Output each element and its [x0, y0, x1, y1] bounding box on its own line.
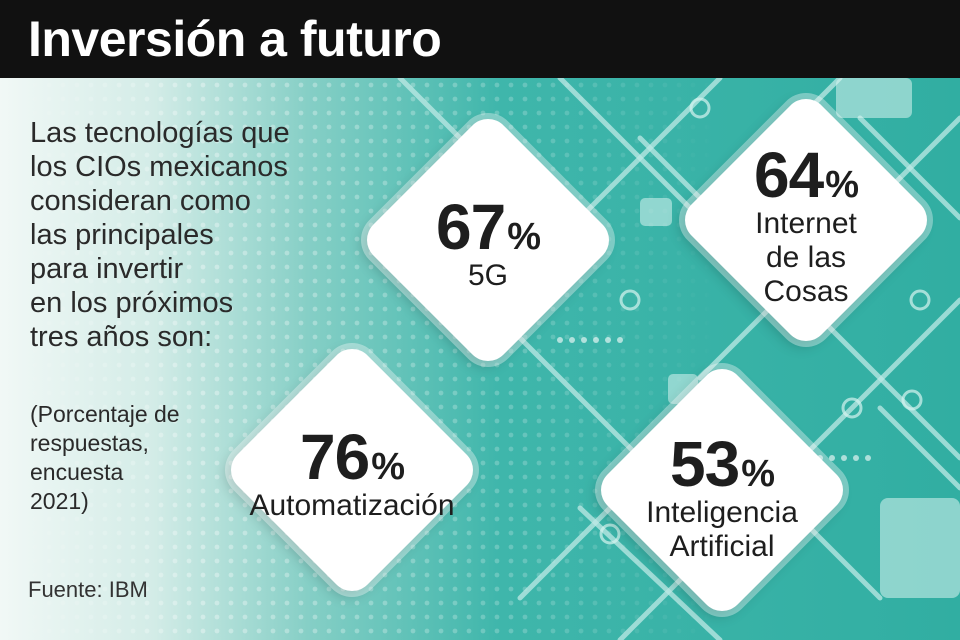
stat-value: 64 — [754, 139, 824, 211]
note-line: respuestas, — [30, 430, 149, 456]
stat-value: 53 — [670, 428, 740, 500]
stat-label-line: 5G — [467, 259, 509, 292]
source-credit: Fuente: IBM — [28, 577, 148, 602]
intro-line: consideran como — [30, 185, 251, 217]
intro-line: los CIOs mexicanos — [30, 151, 288, 183]
note-line: (Porcentaje de — [30, 401, 180, 427]
percent-symbol: % — [741, 453, 775, 495]
stat-label: Inteligencia Artificial — [646, 496, 798, 564]
intro-line: las principales — [30, 219, 214, 251]
stat-value: 67 — [436, 191, 506, 263]
stat-label: 5G — [468, 259, 508, 293]
intro-line: en los próximos — [30, 287, 234, 319]
stat-label-line: Inteligencia — [646, 496, 798, 529]
percent-symbol: % — [507, 216, 541, 258]
stat-card-iot: 64% Internet de las Cosas — [675, 89, 937, 351]
percent-symbol: % — [825, 164, 859, 206]
stat-card-ia: 53% Inteligencia Artificial — [591, 359, 853, 621]
page-title: Inversión a futuro — [28, 11, 442, 67]
intro-line: para invertir — [30, 253, 184, 285]
stat-label-line: de las — [765, 241, 847, 274]
stat-percentage: 67% — [436, 195, 541, 259]
stat-percentage: 53% — [670, 432, 775, 496]
title-bar: Inversión a futuro — [0, 0, 960, 78]
survey-note: (Porcentaje de respuestas, encuesta 2021… — [30, 400, 250, 516]
note-line: encuesta — [30, 459, 124, 485]
stat-label-line: Cosas — [763, 275, 849, 308]
stat-label-line: Automatización — [249, 489, 455, 522]
stat-label-line: Internet — [755, 207, 857, 240]
intro-line: tres años son: — [30, 321, 213, 353]
stat-card-5g: 67% 5G — [357, 109, 619, 371]
percent-symbol: % — [371, 446, 405, 488]
stat-label: Automatización — [249, 489, 454, 523]
stat-label-line: Artificial — [669, 530, 775, 563]
stat-percentage: 76% — [300, 425, 405, 489]
intro-text: Las tecnologías que los CIOs mexicanos c… — [30, 116, 350, 354]
stat-card-automatizacion: 76% Automatización — [221, 339, 483, 601]
intro-line: Las tecnologías que — [30, 117, 290, 149]
note-line: 2021) — [30, 488, 89, 514]
stat-label: Internet de las Cosas — [755, 207, 857, 309]
stat-value: 76 — [300, 421, 370, 493]
stat-percentage: 64% — [754, 143, 859, 207]
